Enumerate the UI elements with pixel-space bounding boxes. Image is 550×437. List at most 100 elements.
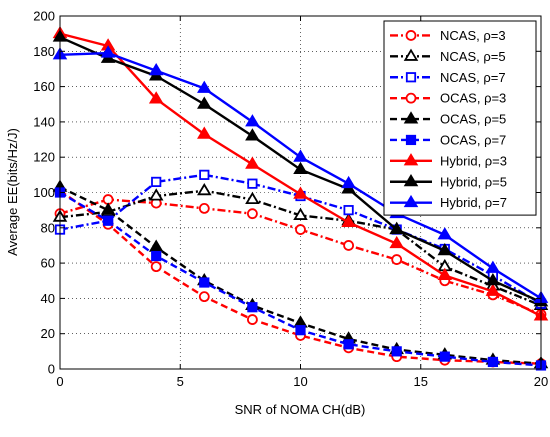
data-point	[103, 215, 114, 226]
legend-entry: NCAS, ρ=7	[390, 70, 506, 85]
data-point	[293, 149, 308, 162]
legend-entry: Hybrid, ρ=5	[390, 173, 507, 189]
legend-marker	[403, 48, 419, 61]
legend-marker	[405, 72, 417, 83]
data-point	[197, 96, 212, 109]
legend-marker	[403, 173, 419, 187]
data-point	[245, 114, 260, 127]
legend-marker	[405, 30, 417, 41]
legend-marker	[403, 111, 419, 124]
y-tick-label: 160	[33, 79, 55, 94]
x-tick-label: 15	[414, 374, 428, 389]
data-point	[151, 176, 162, 188]
series-line	[59, 189, 542, 365]
data-point	[343, 339, 354, 350]
data-point	[485, 272, 501, 286]
data-point	[197, 182, 212, 196]
y-tick-label: 200	[33, 9, 55, 24]
data-point	[293, 186, 308, 199]
data-point	[148, 62, 164, 76]
data-point	[485, 283, 501, 296]
data-point	[247, 178, 258, 189]
legend-entry: Hybrid, ρ=3	[390, 153, 507, 168]
data-point	[341, 175, 356, 189]
data-point	[293, 207, 308, 220]
series-8	[52, 29, 549, 307]
data-point	[341, 214, 356, 228]
data-point	[343, 205, 354, 216]
series-9	[52, 45, 549, 303]
data-point	[487, 356, 499, 368]
legend-marker	[403, 153, 419, 166]
data-point	[148, 239, 164, 252]
y-tick-label: 20	[41, 326, 55, 341]
data-point	[439, 351, 450, 362]
data-point	[198, 202, 210, 214]
data-point	[295, 325, 306, 336]
y-tick-label: 40	[41, 291, 55, 306]
legend-entry: OCAS, ρ=7	[390, 132, 506, 147]
legend-marker	[405, 92, 417, 104]
legend-label: NCAS, ρ=7	[440, 70, 506, 85]
y-tick-label: 0	[48, 362, 55, 377]
y-tick-label: 80	[41, 220, 55, 235]
x-tick-label: 5	[177, 374, 184, 389]
y-tick-label: 120	[33, 150, 55, 165]
y-tick-label: 100	[33, 185, 55, 200]
legend-label: OCAS, ρ=3	[440, 91, 506, 106]
data-point	[295, 224, 306, 235]
data-point	[245, 128, 260, 141]
legend-label: Hybrid, ρ=3	[440, 153, 507, 168]
legend-marker	[403, 194, 419, 208]
data-point	[148, 188, 164, 201]
data-point	[343, 240, 355, 251]
data-point	[245, 191, 260, 205]
legend-label: NCAS, ρ=3	[440, 28, 506, 43]
legend-entry: NCAS, ρ=3	[390, 28, 506, 43]
x-tick-label: 10	[293, 374, 307, 389]
legend-entry: OCAS, ρ=3	[390, 91, 506, 106]
axis-ticks	[59, 15, 542, 370]
legend-entry: Hybrid, ρ=7	[390, 194, 507, 210]
data-point	[391, 254, 403, 265]
data-point	[246, 314, 258, 325]
y-tick-label: 140	[33, 114, 55, 129]
legend-entry: OCAS, ρ=5	[390, 111, 506, 127]
data-point	[151, 250, 162, 262]
data-point	[293, 161, 308, 175]
data-point	[150, 261, 162, 273]
data-point	[100, 202, 116, 215]
legend-label: OCAS, ρ=5	[440, 112, 506, 127]
data-point	[437, 267, 453, 280]
legend-label: NCAS, ρ=5	[440, 49, 506, 64]
data-point	[437, 227, 453, 240]
data-point	[246, 208, 258, 220]
y-tick-label: 60	[41, 256, 55, 271]
data-point	[199, 277, 210, 288]
data-point	[485, 260, 501, 273]
data-point	[100, 45, 116, 58]
data-point	[245, 156, 260, 169]
legend-label: Hybrid, ρ=5	[440, 174, 507, 189]
legend-marker	[405, 134, 417, 146]
data-point	[391, 346, 402, 357]
data-point	[389, 235, 404, 249]
x-tick-labels: 0 5 10 15 20	[56, 374, 548, 389]
legend-label: Hybrid, ρ=7	[440, 195, 507, 210]
data-point	[198, 291, 210, 303]
data-point	[197, 126, 212, 139]
y-tick-label: 180	[33, 44, 55, 59]
legend-label: OCAS, ρ=7	[440, 132, 506, 147]
data-point	[148, 91, 164, 104]
x-axis-label: SNR of NOMA CH(dB)	[235, 402, 366, 417]
data-point	[199, 169, 210, 180]
y-tick-labels: 0 20 40 60 80 100 120 140 160 180 200	[33, 9, 55, 377]
data-point	[389, 221, 404, 235]
y-axis-label: Average EE(bits/Hz/J)	[5, 128, 20, 256]
data-point	[197, 80, 212, 93]
x-tick-label: 20	[534, 374, 548, 389]
data-point	[247, 302, 258, 313]
x-tick-label: 0	[56, 374, 63, 389]
legend-entry: NCAS, ρ=5	[390, 48, 506, 64]
